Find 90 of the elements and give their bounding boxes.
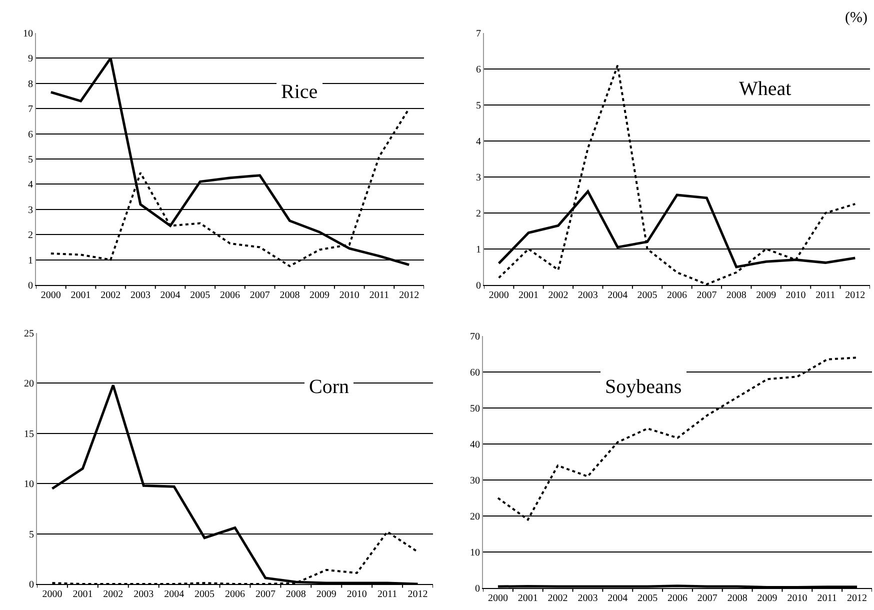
- x-tick-label: 2002: [548, 593, 568, 604]
- text: Wheat: [739, 78, 792, 100]
- x-tick-label: 2009: [316, 589, 336, 600]
- x-tick-label: 2004: [160, 290, 180, 301]
- x-tick-label: 2007: [697, 593, 718, 604]
- y-tick-label: 9: [28, 54, 33, 65]
- x-tick-label: 2003: [130, 290, 150, 301]
- x-tick-label: 2009: [757, 593, 778, 604]
- y-tick-label: 10: [23, 28, 33, 40]
- y-tick-label: 1: [476, 244, 481, 256]
- y-tick-label: 10: [24, 479, 34, 490]
- y-tick-label: 20: [24, 378, 34, 390]
- x-tick-label: 2009: [310, 290, 330, 301]
- y-tick-label: 15: [24, 428, 34, 440]
- x-tick-label: 2001: [70, 290, 91, 301]
- x-tick-label: 2005: [194, 589, 215, 600]
- x-tick-label: 2002: [103, 589, 124, 600]
- x-tick-label: 2006: [225, 589, 245, 600]
- x-tick-label: 2004: [608, 593, 628, 604]
- y-tick-label: 0: [475, 584, 480, 594]
- y-tick-label: 60: [470, 368, 480, 378]
- x-tick-label: 2008: [727, 593, 748, 604]
- y-tick-label: 2: [28, 230, 33, 242]
- x-tick-label: 2000: [40, 290, 61, 301]
- x-tick-label: 2012: [408, 589, 428, 600]
- x-tick-label: 2011: [817, 593, 837, 604]
- x-tick-label: 2010: [787, 593, 808, 604]
- x-tick-label: 2000: [42, 589, 62, 600]
- x-tick-label: 2010: [786, 290, 806, 301]
- x-tick-label: 2009: [756, 290, 776, 301]
- x-tick-label: 2010: [346, 589, 367, 600]
- y-tick-label: 10: [470, 548, 480, 558]
- y-tick-label: 5: [29, 529, 34, 540]
- y-tick-label: 6: [476, 64, 481, 76]
- y-tick-label: 6: [28, 129, 33, 140]
- y-tick-label: 3: [28, 204, 33, 216]
- y-tick-label: 4: [476, 136, 481, 148]
- y-tick-label: 50: [470, 404, 480, 414]
- y-tick-label: 8: [28, 78, 33, 90]
- x-tick-label: 2001: [518, 593, 538, 604]
- x-tick-label: 2007: [696, 290, 717, 301]
- x-tick-label: 2011: [377, 589, 398, 600]
- y-tick-label: 1: [28, 255, 33, 266]
- x-tick-label: 2003: [578, 593, 598, 604]
- x-tick-label: 2012: [399, 290, 420, 301]
- x-tick-label: 2012: [847, 593, 868, 604]
- text: Corn: [309, 376, 349, 398]
- y-tick-label: 5: [28, 154, 33, 166]
- x-tick-label: 2010: [339, 290, 360, 301]
- y-tick-label: 30: [470, 476, 480, 486]
- x-tick-label: 2008: [286, 589, 306, 600]
- x-tick-label: 2004: [164, 589, 184, 600]
- x-tick-label: 2011: [369, 290, 390, 301]
- x-tick-label: 2002: [100, 290, 121, 301]
- x-tick-label: 2003: [578, 290, 598, 301]
- y-tick-label: 7: [476, 28, 481, 40]
- x-tick-label: 2002: [548, 290, 568, 301]
- y-tick-label: 4: [28, 180, 33, 191]
- x-tick-label: 2006: [220, 290, 240, 301]
- y-tick-label: 70: [470, 332, 480, 342]
- y-tick-label: 0: [28, 280, 33, 292]
- y-tick-label: 2: [476, 208, 481, 220]
- x-tick-label: 2005: [638, 593, 658, 604]
- y-tick-label: 7: [28, 104, 33, 116]
- y-tick-label: 0: [476, 280, 481, 292]
- text: (%): [845, 10, 868, 26]
- x-tick-label: 2001: [72, 589, 93, 600]
- y-tick-label: 40: [470, 440, 480, 450]
- text: Soybeans: [605, 376, 682, 398]
- x-tick-label: 2011: [816, 290, 836, 301]
- x-tick-label: 2006: [668, 593, 688, 604]
- x-tick-label: 2004: [608, 290, 628, 301]
- x-tick-label: 2000: [488, 593, 508, 604]
- x-tick-label: 2007: [250, 290, 270, 301]
- x-tick-label: 2008: [726, 290, 746, 301]
- x-tick-label: 2007: [255, 589, 276, 600]
- x-tick-label: 2006: [667, 290, 687, 301]
- text: Rice: [281, 81, 318, 103]
- x-tick-label: 2000: [488, 290, 509, 301]
- x-tick-label: 2005: [637, 290, 658, 301]
- x-tick-label: 2001: [518, 290, 539, 301]
- x-tick-label: 2003: [134, 589, 154, 600]
- x-tick-label: 2008: [280, 290, 300, 301]
- y-tick-label: 5: [476, 100, 481, 112]
- x-tick-label: 2005: [190, 290, 210, 301]
- y-tick-label: 3: [476, 172, 481, 184]
- y-tick-label: 20: [470, 512, 480, 522]
- x-tick-label: 2012: [845, 290, 866, 301]
- y-tick-label: 0: [29, 580, 34, 590]
- y-tick-label: 25: [24, 328, 34, 340]
